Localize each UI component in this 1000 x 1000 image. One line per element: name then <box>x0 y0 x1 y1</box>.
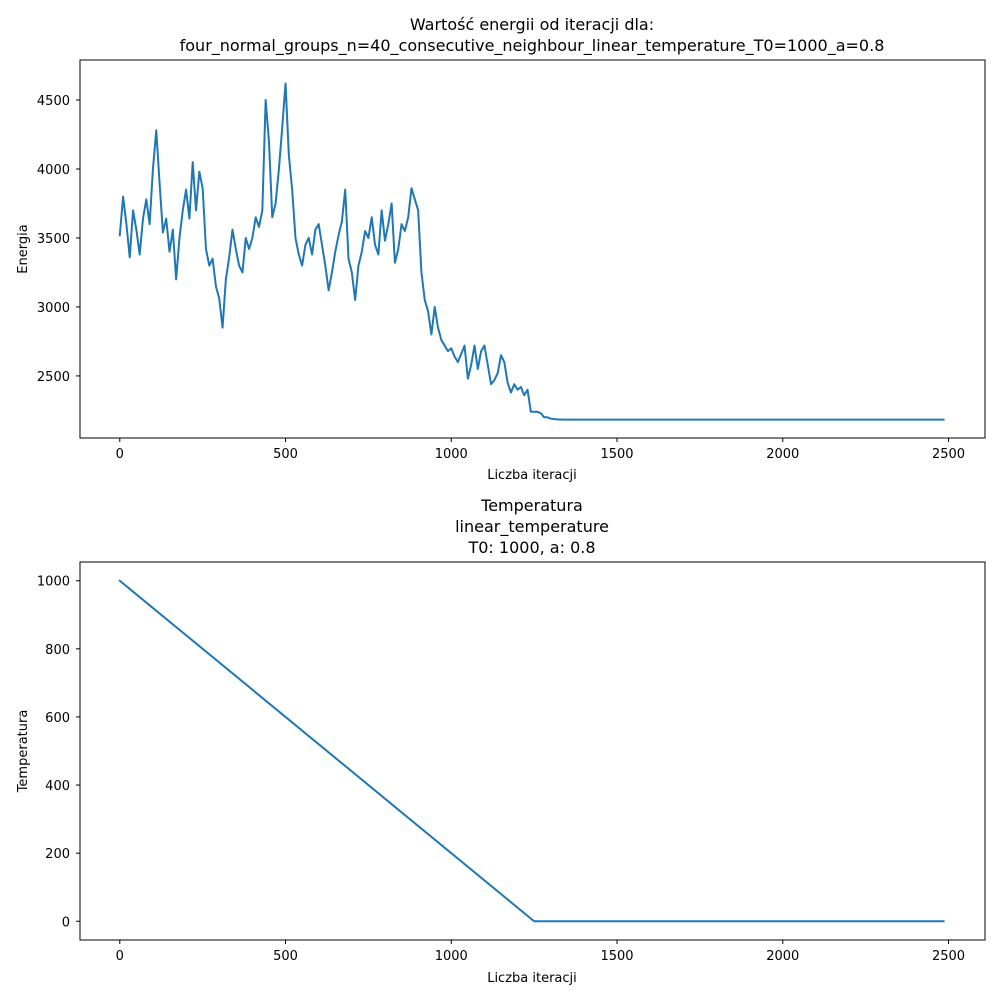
energy-x-axis-label: Liczba iteracji <box>487 468 577 483</box>
energy-y-tick-label: 4000 <box>37 163 70 178</box>
temperature-x-tick-label: 2000 <box>766 949 799 964</box>
temperature-chart-title-line-3: T0: 1000, a: 0.8 <box>467 538 595 557</box>
temperature-axes-frame <box>79 561 986 941</box>
energy-chart-title-line-1: Wartość energii od iteracji dla: <box>410 15 654 34</box>
temperature-y-tick-label: 600 <box>45 711 70 726</box>
temperature-x-tick-label: 1500 <box>600 949 633 964</box>
temperature-y-tick-label: 400 <box>45 779 70 794</box>
energy-y-tick-label: 4500 <box>37 94 70 109</box>
energy-y-tick-label: 2500 <box>37 370 70 385</box>
energy-x-tick-label: 500 <box>273 447 298 462</box>
energy-chart-title-line-2: four_normal_groups_n=40_consecutive_neig… <box>180 36 885 56</box>
energy-axes-frame <box>79 59 986 439</box>
temperature-y-axis-label: Temperatura <box>16 710 31 794</box>
temperature-y-tick-label: 0 <box>62 915 70 930</box>
temperature-x-tick-label: 2500 <box>932 949 965 964</box>
temperature-chart: Temperatura linear_temperature T0: 1000,… <box>16 496 986 986</box>
temperature-x-axis-label: Liczba iteracji <box>487 971 577 986</box>
energy-plot-layer: 0 500 1000 1500 2000 2500 2500 3000 3500 4000 4500 <box>37 82 965 462</box>
energy-x-tick-label: 0 <box>116 447 124 462</box>
temperature-y-tick-label: 1000 <box>37 575 70 590</box>
temperature-y-tick-label: 800 <box>45 643 70 658</box>
energy-x-tick-label: 2500 <box>932 447 965 462</box>
energy-y-axis-label: Energia <box>16 224 31 273</box>
temperature-x-tick-label: 1000 <box>435 949 468 964</box>
energy-x-tick-label: 2000 <box>766 447 799 462</box>
energy-series-line <box>118 82 945 421</box>
energy-y-tick-label: 3500 <box>37 232 70 247</box>
temperature-y-tick-label: 200 <box>45 847 70 862</box>
temperature-chart-title-line-2: linear_temperature <box>455 517 609 537</box>
temperature-x-tick-label: 0 <box>116 949 124 964</box>
temperature-x-tick-label: 500 <box>273 949 298 964</box>
energy-chart: Wartość energii od iteracji dla: four_no… <box>16 15 986 483</box>
energy-x-tick-label: 1000 <box>435 447 468 462</box>
energy-y-tick-label: 3000 <box>37 301 70 316</box>
temperature-plot-layer: 0 500 1000 1500 2000 2500 0 200 400 600 800 1000 <box>37 575 965 964</box>
temperature-series-line <box>118 579 945 923</box>
temperature-chart-title-line-1: Temperatura <box>480 496 583 515</box>
energy-x-tick-label: 1500 <box>600 447 633 462</box>
